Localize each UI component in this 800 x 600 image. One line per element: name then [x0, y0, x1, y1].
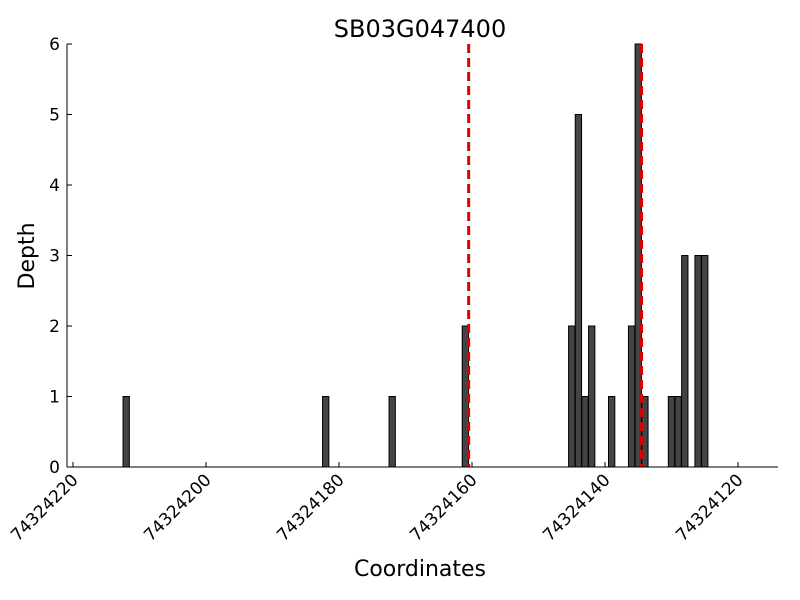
y-ticks: 0 1 2 3 4 5 6 [49, 35, 72, 478]
depth-bar [667, 396, 676, 468]
depth-bar [701, 255, 709, 468]
x-tick-label: 74324160 [406, 470, 481, 545]
depth-bar [674, 396, 682, 468]
x-ticks: 74324220 74324200 74324180 74324160 74324140… [7, 462, 748, 546]
x-tick-label: 74324140 [539, 470, 614, 545]
depth-bar [607, 396, 616, 468]
chart-title: SB03G047400 [334, 15, 506, 43]
depth-bar [627, 325, 636, 468]
y-tick-label: 1 [49, 388, 60, 408]
depth-bar [122, 396, 130, 468]
x-tick-label: 74324180 [273, 470, 348, 545]
y-axis-label: Depth [15, 222, 40, 289]
y-tick-label: 0 [49, 458, 60, 478]
x-tick-label: 74324200 [140, 470, 215, 545]
y-tick-label: 6 [49, 35, 60, 55]
depth-bar [322, 396, 330, 468]
depth-bar [694, 255, 702, 468]
x-axis-label: Coordinates [354, 557, 486, 582]
x-tick-label: 74324220 [7, 470, 82, 545]
depth-bar [574, 114, 583, 468]
bar-series [122, 43, 709, 468]
y-tick-label: 5 [49, 106, 60, 126]
marker-lines [467, 44, 644, 467]
depth-bar [588, 325, 596, 468]
y-tick-label: 3 [49, 247, 60, 267]
y-tick-label: 2 [49, 317, 60, 337]
x-tick-label: 74324120 [672, 470, 747, 545]
depth-bar [388, 396, 396, 468]
y-tick-label: 4 [49, 176, 60, 196]
depth-bar [581, 396, 589, 468]
depth-bar [568, 325, 576, 468]
depth-bar [681, 255, 689, 468]
